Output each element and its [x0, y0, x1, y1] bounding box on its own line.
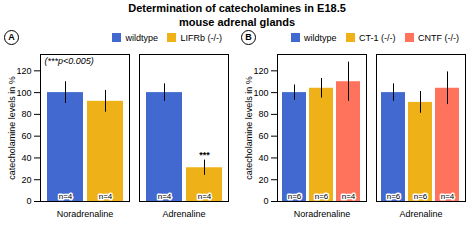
- html-text:wildtype: wildtype: [304, 32, 337, 43]
- svg-text:120: 120: [16, 65, 31, 75]
- svg-text:n=6: n=6: [414, 191, 428, 200]
- svg-text:Noradrenaline: Noradrenaline: [294, 208, 351, 218]
- svg-text:n=4: n=4: [158, 191, 172, 200]
- svg-text:n=6: n=6: [315, 191, 329, 200]
- svg-text:n=4: n=4: [59, 191, 73, 200]
- svg-text:Adrenaline: Adrenaline: [162, 208, 205, 218]
- svg-text:catecholamine levels in %: catecholamine levels in %: [7, 76, 17, 180]
- svg-text:40: 40: [258, 152, 268, 162]
- html-text:Determination of catecholamine: Determination of catecholamines in E18.5…: [128, 2, 346, 28]
- svg-text:Noradrenaline: Noradrenaline: [57, 208, 114, 218]
- svg-text:20: 20: [258, 174, 268, 184]
- svg-text:40: 40: [21, 152, 31, 162]
- svg-text:100: 100: [16, 87, 31, 97]
- svg-text:n=6: n=6: [387, 191, 401, 200]
- svg-text:0: 0: [263, 196, 268, 206]
- svg-text:n=4: n=4: [441, 191, 455, 200]
- html-text:A: A: [8, 32, 15, 42]
- svg-text:(***p<0.005): (***p<0.005): [45, 55, 94, 65]
- html-text:CT-1 (-/-): CT-1 (-/-): [359, 32, 396, 43]
- html-text:B: B: [245, 32, 252, 42]
- html-text:wildtype: wildtype: [125, 32, 158, 43]
- svg-text:Adrenaline: Adrenaline: [399, 208, 442, 218]
- html-text:CNTF (-/-): CNTF (-/-): [418, 32, 459, 43]
- svg-text:80: 80: [258, 109, 268, 119]
- svg-text:60: 60: [21, 131, 31, 141]
- svg-text:n=4: n=4: [342, 191, 356, 200]
- svg-text:catecholamine levels in %: catecholamine levels in %: [244, 76, 254, 180]
- svg-text:80: 80: [21, 109, 31, 119]
- svg-text:0: 0: [26, 196, 31, 206]
- svg-text:60: 60: [258, 131, 268, 141]
- svg-text:***: ***: [199, 150, 210, 160]
- svg-text:n=6: n=6: [288, 191, 302, 200]
- svg-text:20: 20: [21, 174, 31, 184]
- html-text:LIFRb (-/-): LIFRb (-/-): [180, 32, 222, 43]
- svg-text:n=4: n=4: [198, 191, 212, 200]
- svg-text:120: 120: [253, 65, 268, 75]
- svg-text:100: 100: [253, 87, 268, 97]
- svg-text:n=4: n=4: [99, 191, 113, 200]
